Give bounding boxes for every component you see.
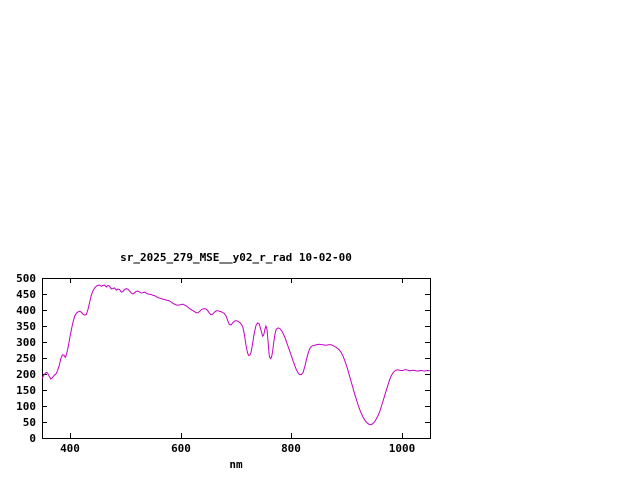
y-tick-label: 300 xyxy=(16,336,36,349)
y-tick-label: 350 xyxy=(16,320,36,333)
y-tick-label: 450 xyxy=(16,288,36,301)
x-axis-label: nm xyxy=(229,458,243,471)
chart-title: sr_2025_279_MSE__y02_r_rad 10-02-00 xyxy=(120,251,352,264)
x-tick-label: 400 xyxy=(60,442,80,455)
y-tick-label: 150 xyxy=(16,384,36,397)
y-tick-label: 50 xyxy=(23,416,36,429)
series-line xyxy=(41,284,431,426)
y-tick-label: 100 xyxy=(16,400,36,413)
plot-border xyxy=(42,278,431,439)
y-tick-label: 250 xyxy=(16,352,36,365)
y-tick-label: 400 xyxy=(16,304,36,317)
x-tick-label: 1000 xyxy=(389,442,416,455)
x-tick-label: 600 xyxy=(171,442,191,455)
x-tick-label: 800 xyxy=(281,442,301,455)
y-tick-label: 0 xyxy=(29,432,36,445)
y-tick-label: 500 xyxy=(16,272,36,285)
y-tick-label: 200 xyxy=(16,368,36,381)
